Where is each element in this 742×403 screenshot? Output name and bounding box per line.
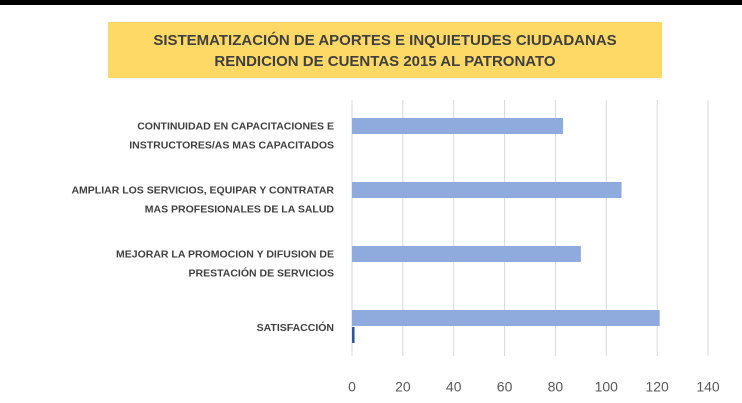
x-tick-label: 100 bbox=[595, 379, 619, 395]
x-tick-label: 20 bbox=[395, 379, 411, 395]
x-tick-label: 120 bbox=[645, 379, 669, 395]
bar bbox=[352, 327, 355, 343]
x-tick-label: 60 bbox=[497, 379, 513, 395]
x-tick-label: 40 bbox=[446, 379, 462, 395]
y-tick-label: PRESTACIÓN DE SERVICIOS bbox=[189, 266, 334, 279]
title-box bbox=[108, 22, 662, 78]
y-tick-label: MEJORAR LA PROMOCION Y DIFUSION DE bbox=[116, 248, 334, 260]
bar bbox=[352, 118, 564, 134]
y-tick-label: CONTINUIDAD EN CAPACITACIONES E bbox=[137, 120, 334, 132]
chart-title: RENDICION DE CUENTAS 2015 AL PATRONATO bbox=[214, 53, 555, 70]
chart-title: SISTEMATIZACIÓN DE APORTES E INQUIETUDES… bbox=[153, 31, 616, 49]
x-tick-label: 140 bbox=[696, 379, 720, 395]
y-tick-label: INSTRUCTORES/AS MAS CAPACITADOS bbox=[129, 139, 334, 151]
bar bbox=[352, 310, 660, 326]
x-tick-label: 80 bbox=[548, 379, 564, 395]
top-border bbox=[0, 0, 742, 5]
y-tick-label: MAS PROFESIONALES DE LA SALUD bbox=[145, 203, 335, 215]
x-tick-label: 0 bbox=[348, 379, 356, 395]
bar bbox=[352, 246, 581, 262]
y-tick-label: SATISFACCIÓN bbox=[257, 321, 334, 334]
y-tick-label: AMPLIAR LOS SERVICIOS, EQUIPAR Y CONTRAT… bbox=[71, 184, 334, 196]
bar bbox=[352, 182, 622, 198]
